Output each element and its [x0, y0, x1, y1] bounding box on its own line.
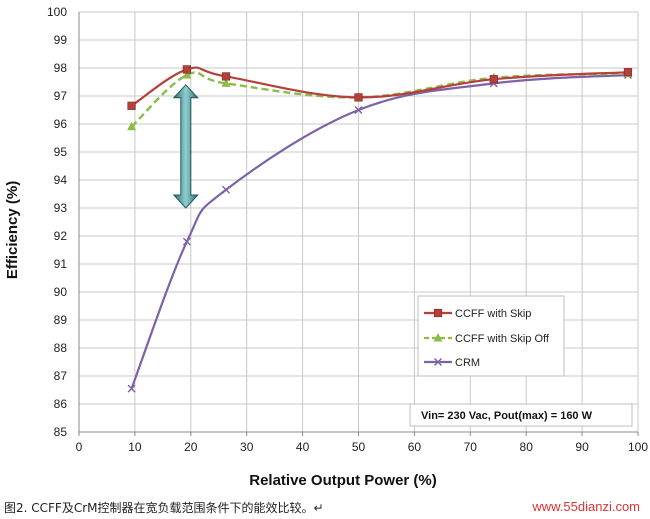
y-axis-title: Efficiency (%): [4, 181, 21, 279]
arrow-shape: [172, 84, 199, 209]
x-tick-label: 20: [184, 440, 198, 454]
series-layer: [127, 65, 633, 393]
annotation-box: [409, 403, 633, 427]
x-tick-label: 80: [520, 440, 534, 454]
double-arrow: [172, 84, 199, 209]
series-point: [127, 121, 137, 131]
legend-marker: [434, 358, 442, 366]
x-tick-label: 50: [352, 440, 366, 454]
y-tick-label: 96: [54, 117, 68, 131]
y-tick-label: 98: [54, 61, 68, 75]
series-point: [182, 237, 191, 246]
legend-entry: CRM: [424, 357, 480, 369]
series-line: [130, 73, 629, 389]
legend-marker: [433, 333, 443, 342]
series-point: [623, 68, 633, 77]
series-point: [222, 185, 231, 194]
annotation-text: Vin= 230 Vac, Pout(max) = 160 W: [421, 410, 593, 422]
legend-marker: [433, 308, 443, 318]
x-tick-label: 30: [240, 440, 254, 454]
x-tick-label: 70: [464, 440, 478, 454]
y-tick-label: 89: [54, 313, 68, 327]
series-point: [221, 72, 231, 81]
y-tick-label: 91: [54, 257, 68, 271]
series-point: [221, 78, 231, 87]
x-tick-label: 10: [128, 440, 142, 454]
figure-caption: 图2. CCFF及CrM控制器在宽负载范围条件下的能效比较。↵: [4, 501, 324, 515]
y-tick-label: 94: [54, 173, 68, 187]
x-tick-label: 60: [408, 440, 422, 454]
series-point: [489, 75, 498, 84]
y-tick-label: 93: [54, 201, 68, 215]
legend-label: CRM: [455, 357, 480, 369]
axes: [78, 12, 639, 436]
x-tick-label: 0: [76, 440, 83, 454]
series-point: [127, 101, 136, 110]
series-point: [354, 106, 363, 114]
y-tick-label: 95: [54, 145, 68, 159]
y-tick-label: 100: [47, 5, 67, 19]
series-2: [127, 71, 632, 393]
y-tick-labels: 85 86 87 88 89 90 91 92 93 94 95 96 97 98 99 100: [47, 5, 67, 439]
series-point: [182, 65, 191, 74]
x-tick-label: 40: [296, 440, 310, 454]
legend-label: CCFF with Skip: [455, 308, 531, 320]
x-tick-labels: 0 10 20 30 40 50 60 70 80 90 100: [76, 440, 649, 454]
y-tick-label: 99: [54, 33, 68, 47]
x-tick-label: 90: [575, 440, 589, 454]
series-line: [130, 71, 628, 128]
y-tick-label: 88: [54, 341, 68, 355]
series-0: [127, 65, 633, 110]
y-tick-label: 86: [54, 397, 68, 411]
legend: CCFF with Skip CCFF with Skip Off CRM: [417, 295, 565, 377]
x-axis-title: Relative Output Power (%): [249, 472, 437, 489]
y-tick-label: 97: [54, 89, 68, 103]
y-tick-label: 90: [54, 285, 68, 299]
series-line: [130, 66, 628, 107]
legend-entry: CCFF with Skip Off: [424, 333, 550, 345]
y-tick-label: 87: [54, 369, 68, 383]
series-point: [182, 70, 192, 79]
series-point: [354, 93, 363, 102]
series-point: [127, 384, 136, 393]
legend-label: CCFF with Skip Off: [455, 333, 550, 345]
y-tick-label: 92: [54, 229, 68, 243]
x-tick-label: 100: [628, 440, 648, 454]
legend-entry: CCFF with Skip: [424, 308, 531, 320]
y-tick-label: 85: [54, 425, 68, 439]
site-watermark: www.55dianzi.com: [532, 499, 640, 514]
